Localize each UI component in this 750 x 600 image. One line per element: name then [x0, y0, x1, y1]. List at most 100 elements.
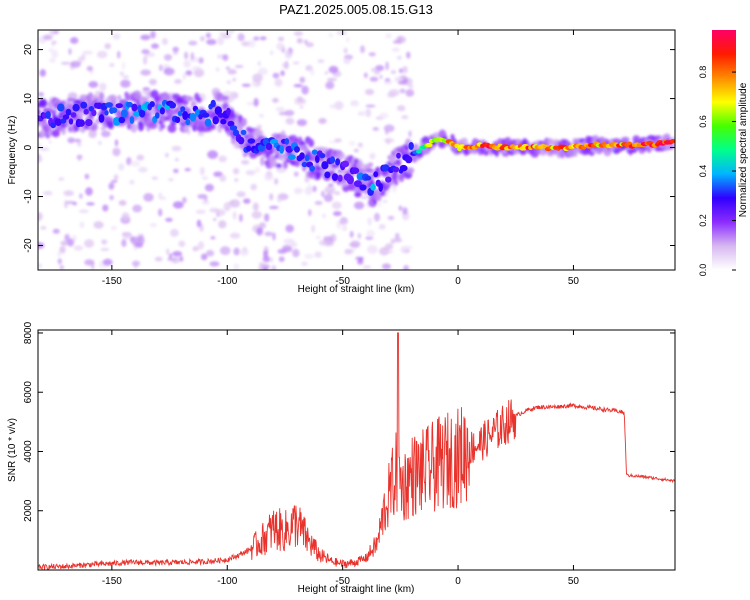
spectrogram-cell	[64, 233, 70, 242]
spectrogram-cell	[253, 97, 259, 107]
spectrogram-cell	[312, 185, 317, 193]
spectrogram-cell	[293, 187, 303, 195]
spectrogram-cell	[165, 217, 173, 222]
spectrogram-cell	[131, 103, 138, 112]
spectrogram-cell	[174, 79, 182, 84]
spectrogram-cell	[369, 152, 376, 160]
spectrogram-cell	[324, 171, 331, 179]
spectrogram-cell	[183, 60, 191, 68]
spectrogram-cell	[572, 150, 578, 157]
spectrogram-cell	[233, 263, 240, 270]
spectrogram-cell	[169, 102, 177, 109]
spectrogram-cell	[39, 147, 50, 151]
spectrogram-cell	[257, 61, 261, 66]
spectrogram-cell	[357, 142, 363, 148]
spectrogram-cell	[308, 183, 311, 192]
colorbar-label: Normalized spectral amplitude	[738, 82, 749, 217]
spectrogram-cell	[252, 202, 259, 211]
spectrogram-cell	[379, 247, 390, 256]
spectrogram-cell	[197, 241, 205, 250]
spectrogram-cell	[236, 191, 246, 198]
spectrogram-cell	[121, 212, 130, 221]
spectrogram-cell	[172, 251, 183, 257]
spectrogram-cell	[353, 201, 365, 210]
spectrogram-cell	[109, 195, 114, 201]
spectrogram-cell	[179, 256, 184, 262]
spectrogram-cell	[48, 109, 57, 114]
spectrogram-cell	[301, 261, 308, 267]
spectrogram-cell	[305, 42, 314, 48]
spectrogram-cell	[51, 49, 59, 59]
snr-series-line	[38, 332, 675, 570]
spectrogram-cell	[110, 179, 118, 184]
spectrogram-cell	[173, 51, 178, 55]
spectrogram-cell	[185, 70, 193, 76]
spectrogram-cell	[91, 122, 98, 131]
spectrogram-cell	[392, 186, 397, 193]
spectrogram-cell	[350, 101, 360, 107]
spectrogram-cell	[150, 30, 156, 39]
spectrogram-cell	[374, 70, 380, 75]
spectrogram-cell	[182, 196, 187, 204]
spectrogram-cell	[140, 69, 151, 76]
spectrogram-cell	[143, 193, 154, 202]
spectrogram-cell	[142, 87, 151, 91]
spectrogram-cell	[346, 175, 354, 185]
spectrogram-cell	[177, 110, 183, 117]
spectrogram-cell	[45, 111, 51, 119]
spectrogram-cell	[161, 113, 167, 123]
snr-xlabel: Height of straight line (km)	[298, 584, 415, 595]
spectrogram-cell	[80, 101, 88, 109]
spectrogram-cell	[379, 74, 383, 80]
spectrogram-cell	[264, 213, 270, 222]
spectrogram-cell	[296, 119, 307, 127]
spectrogram-cell	[218, 155, 227, 163]
colorbar: 0.0 0.2 0.4 0.6 0.8 Normalized spectral ampl…	[698, 30, 749, 276]
spectrogram-cell	[282, 160, 288, 169]
spectrogram-cell	[257, 67, 268, 76]
spectrogram-cell	[185, 119, 191, 126]
spectrogram-cell	[358, 110, 368, 116]
x-tick-label: 0	[455, 276, 461, 287]
spectrogram-cell	[100, 247, 110, 252]
spectrogram-cell	[167, 123, 177, 133]
y-tick-label: 10	[23, 93, 34, 105]
spectrogram-cell	[121, 61, 126, 70]
spectrogram-cell	[102, 258, 113, 266]
spectrogram-cell	[374, 212, 380, 222]
spectrogram-cell	[292, 248, 300, 258]
y-tick-label: 4000	[23, 440, 34, 463]
spectrogram-cell	[257, 144, 266, 152]
spectrogram-cell	[204, 183, 214, 192]
spectrogram-cell	[168, 108, 175, 117]
spectrogram-cell	[310, 68, 315, 76]
spectrogram-xlabel: Height of straight line (km)	[298, 284, 415, 295]
spectrogram-cell	[211, 124, 216, 130]
spectrogram-cell	[168, 177, 174, 182]
spectrogram-cell	[353, 180, 362, 188]
y-tick-label: 2000	[23, 499, 34, 522]
spectrogram-cell	[299, 105, 304, 109]
spectrogram-cell	[293, 171, 299, 177]
spectrogram-cell	[343, 57, 351, 65]
spectrogram-cell	[163, 54, 173, 61]
spectrogram-cell	[117, 95, 122, 101]
spectrogram-cell	[245, 170, 256, 176]
spectrogram-cell	[396, 158, 402, 167]
spectrogram-cell	[276, 42, 285, 51]
snr-ticks: -150 -100 -50 0 50 2000 4000 6000 8000	[23, 321, 675, 587]
spectrogram-cell	[70, 60, 81, 68]
spectrogram-cell	[112, 147, 121, 157]
spectrogram-cell	[293, 31, 303, 36]
spectrogram-cell	[165, 152, 169, 158]
spectrogram-cell	[405, 155, 413, 164]
spectrogram-cell	[170, 256, 180, 264]
spectrogram-cell	[268, 155, 276, 162]
spectrogram-cell	[383, 80, 393, 85]
spectrogram-cell	[39, 98, 48, 108]
spectrogram-cell	[246, 145, 252, 152]
spectrogram-cell	[210, 99, 216, 108]
spectrogram-cell	[241, 159, 250, 165]
spectrogram-cell	[279, 145, 285, 154]
spectrogram-cell	[137, 121, 145, 132]
